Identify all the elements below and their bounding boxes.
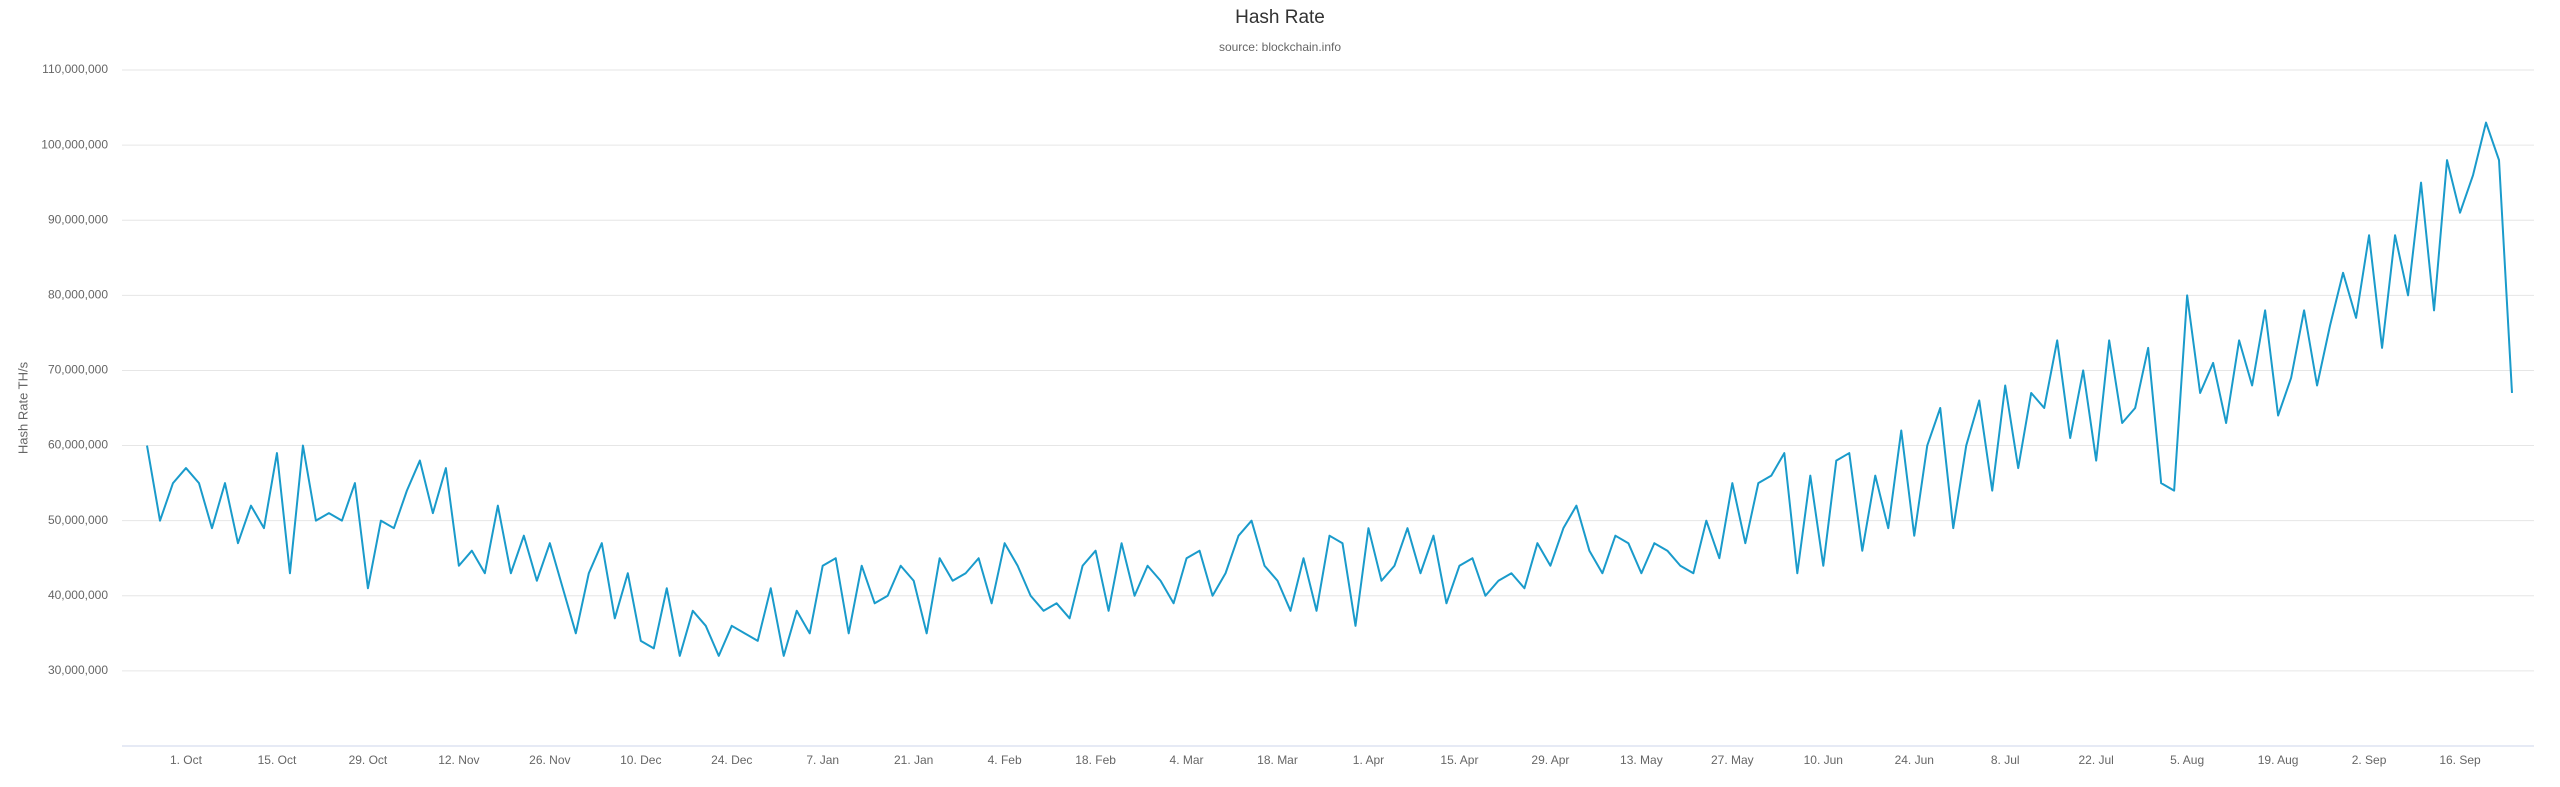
x-tick-label: 10. Dec (620, 753, 661, 767)
x-tick-label: 4. Feb (988, 753, 1022, 767)
data-line (146, 121, 2513, 657)
chart-title: Hash Rate (1235, 7, 1325, 28)
y-axis-title: Hash Rate TH/s (15, 361, 30, 454)
x-tick-label: 18. Mar (1257, 753, 1298, 767)
x-tick-label: 4. Mar (1170, 753, 1204, 767)
chart-subtitle: source: blockchain.info (1219, 40, 1341, 54)
x-tick-label: 24. Jun (1895, 753, 1934, 767)
y-tick-label: 70,000,000 (48, 363, 108, 377)
x-tick-label: 15. Oct (258, 753, 297, 767)
x-tick-label: 12. Nov (438, 753, 479, 767)
y-tick-label: 60,000,000 (48, 438, 108, 452)
x-tick-label: 8. Jul (1991, 753, 2020, 767)
x-tick-label: 19. Aug (2258, 753, 2299, 767)
x-tick-label: 29. Oct (349, 753, 388, 767)
x-tick-label: 24. Dec (711, 753, 752, 767)
x-tick-label: 21. Jan (894, 753, 933, 767)
x-tick-label: 2. Sep (2352, 753, 2387, 767)
y-tick-label: 50,000,000 (48, 513, 108, 527)
x-tick-label: 13. May (1620, 753, 1663, 767)
x-tick-label: 10. Jun (1804, 753, 1843, 767)
y-tick-label: 100,000,000 (41, 137, 108, 151)
y-tick-label: 110,000,000 (42, 62, 108, 76)
x-tick-label: 1. Oct (170, 753, 203, 767)
x-tick-label: 16. Sep (2439, 753, 2481, 767)
y-tick-label: 40,000,000 (48, 588, 108, 602)
x-tick-label: 22. Jul (2078, 753, 2113, 767)
y-tick-label: 30,000,000 (48, 663, 108, 677)
y-tick-label: 90,000,000 (48, 212, 108, 226)
x-tick-label: 1. Apr (1353, 753, 1384, 767)
y-tick-label: 80,000,000 (48, 288, 108, 302)
x-tick-label: 26. Nov (529, 753, 570, 767)
x-tick-label: 18. Feb (1075, 753, 1116, 767)
x-tick-label: 15. Apr (1440, 753, 1478, 767)
x-tick-label: 27. May (1711, 753, 1754, 767)
x-tick-label: 5. Aug (2170, 753, 2204, 767)
x-tick-label: 7. Jan (806, 753, 839, 767)
x-tick-label: 29. Apr (1531, 753, 1569, 767)
